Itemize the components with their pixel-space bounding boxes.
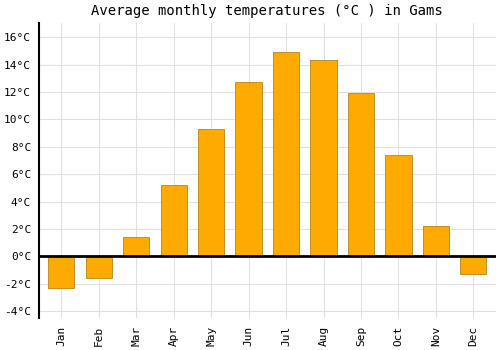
Title: Average monthly temperatures (°C ) in Gams: Average monthly temperatures (°C ) in Ga… [92,4,443,18]
Bar [386,155,411,256]
Bar [310,61,336,256]
Bar [48,256,74,288]
Bar [160,185,187,256]
Bar [198,129,224,256]
Bar [236,82,262,256]
Bar [123,237,150,256]
Bar [460,256,486,274]
Bar [348,93,374,256]
Bar [273,52,299,256]
Bar [86,256,112,278]
Bar [423,226,449,256]
